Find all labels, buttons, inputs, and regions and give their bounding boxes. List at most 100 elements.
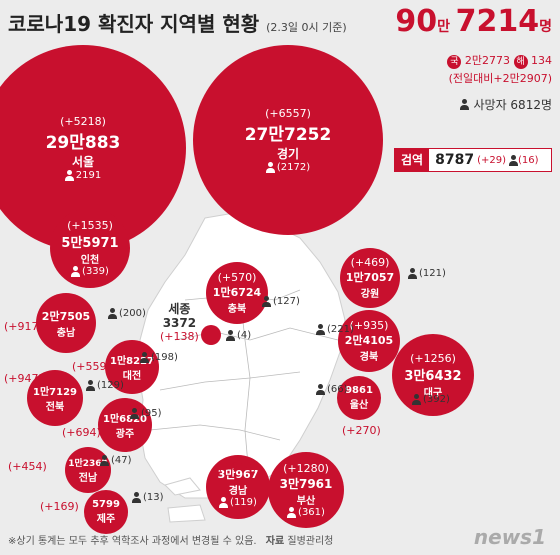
deaths-sejong-ext: (4) xyxy=(226,330,251,341)
person-icon xyxy=(226,330,235,341)
delta-gyeongbuk: (+935) xyxy=(349,319,389,332)
deaths-gangwon: (121) xyxy=(419,268,446,279)
person-icon xyxy=(64,170,74,181)
count-ulsan: 9861 xyxy=(345,385,373,396)
person-icon xyxy=(130,408,139,419)
domestic-count: 2만2773 xyxy=(464,54,510,67)
name-jeonbuk: 전북 xyxy=(45,402,65,413)
circle-gyeonggi: (+6557) 27만7252 경기 (2172) xyxy=(193,45,383,235)
name-chungnam: 충남 xyxy=(56,327,76,339)
circle-gyeongnam: 3만967 경남 (119) xyxy=(206,455,270,519)
name-gyeonggi: 경기 xyxy=(276,147,300,161)
footer-source: 질병관리청 xyxy=(287,536,334,547)
total-big: 90 xyxy=(395,4,438,39)
count-gyeongnam: 3만967 xyxy=(217,468,259,481)
total-small-unit: 명 xyxy=(539,19,552,35)
domestic-badge: 국 xyxy=(447,55,462,69)
name-ulsan: 울산 xyxy=(349,400,369,411)
person-icon xyxy=(262,296,271,307)
deaths-gyeongbuk: (221) xyxy=(327,324,354,335)
deaths-total: 사망자 6812명 xyxy=(460,96,552,113)
deaths-busan: (361) xyxy=(298,507,325,518)
deaths-chungnam-ext: (200) xyxy=(108,308,146,319)
person-icon xyxy=(219,497,229,508)
name-gyeongbuk: 경북 xyxy=(359,352,379,363)
quarantine-deaths: (16) xyxy=(517,154,539,166)
name-sejong: 세종 xyxy=(168,302,191,316)
deaths-chungbuk: (127) xyxy=(273,296,300,307)
deaths-gyeongnam: (119) xyxy=(230,497,257,508)
delta-chungnam-ext: (+917) xyxy=(4,320,43,333)
circle-gyeongbuk: (+935) 2만4105 경북 xyxy=(338,310,400,372)
delta-jeju-ext: (+169) xyxy=(40,500,79,513)
name-gwangju: 광주 xyxy=(115,429,135,440)
count-chungnam: 2만7505 xyxy=(41,309,91,323)
delta-gyeongnam-ext: (+910) xyxy=(218,460,257,473)
person-icon xyxy=(100,455,109,466)
circle-jeonnam: 1만2362 전남 xyxy=(65,447,111,493)
count-busan: 3만7961 xyxy=(279,477,333,491)
deaths-incheon: (339) xyxy=(82,266,109,277)
name-busan: 부산 xyxy=(296,496,316,507)
name-jeonnam: 전남 xyxy=(78,473,98,484)
deaths-jeonbuk-ext: (129) xyxy=(86,380,124,391)
deaths-gangwon-ext: (121) xyxy=(408,268,446,279)
sejong-label: 세종 3372 (+138) xyxy=(160,302,199,344)
date-note: (2.3일 0시 기준) xyxy=(266,21,347,34)
daily-increase: (전일대비+2만2907) xyxy=(448,72,552,85)
deaths-total-text: 사망자 6812명 xyxy=(473,98,552,112)
delta-busan: (+1280) xyxy=(283,462,329,475)
deaths-jeonbuk: (129) xyxy=(97,380,124,391)
circle-ulsan: 9861 울산 xyxy=(337,376,381,420)
circle-chungbuk: (+570) 1만6724 충북 xyxy=(206,262,268,324)
circle-sejong xyxy=(201,325,221,345)
title-text: 코로나19 확진자 지역별 현황 xyxy=(8,12,260,36)
deaths-seoul: 2191 xyxy=(75,170,102,181)
name-gyeongnam: 경남 xyxy=(228,486,248,497)
deaths-daegu: (392) xyxy=(423,394,450,405)
news1-logo: news1 xyxy=(473,525,546,549)
deaths-daejeon: (198) xyxy=(151,352,178,363)
person-icon xyxy=(132,492,141,503)
total-cases: 90만 7214명 xyxy=(395,4,552,39)
breakdown-row: 국 2만2773 해 134 xyxy=(447,52,552,69)
count-incheon: 5만5971 xyxy=(61,236,119,251)
footer-source-label: 자료 xyxy=(265,536,285,547)
name-daejeon: 대전 xyxy=(122,371,142,382)
deaths-gwangju-ext: (95) xyxy=(130,408,162,419)
footer-note-text: ※상기 통계는 모두 추후 역학조사 과정에서 변경될 수 있음. xyxy=(8,536,257,547)
circle-incheon: (+1535) 5만5971 인천 (339) xyxy=(50,208,130,288)
delta-gwangju-ext: (+694) xyxy=(62,426,101,439)
delta-ulsan-ext: (+270) xyxy=(342,424,381,437)
deaths-jeonnam-ext: (47) xyxy=(100,455,132,466)
name-chungbuk: 충북 xyxy=(227,304,247,315)
person-icon xyxy=(108,308,117,319)
quarantine-label: 검역 xyxy=(395,149,430,171)
deaths-gyeonggi: (2172) xyxy=(276,162,311,173)
delta-sejong: (+138) xyxy=(160,330,199,343)
page-title: 코로나19 확진자 지역별 현황 (2.3일 0시 기준) xyxy=(8,8,347,37)
person-icon xyxy=(460,99,470,110)
person-icon xyxy=(508,154,518,166)
count-sejong: 3372 xyxy=(162,316,197,330)
delta-jeonbuk-ext: (+947) xyxy=(4,372,43,385)
person-icon xyxy=(408,268,417,279)
delta-incheon: (+1535) xyxy=(67,219,113,232)
count-jeju: 5799 xyxy=(92,499,120,510)
deaths-jeonnam: (47) xyxy=(111,455,132,466)
deaths-chungnam: (200) xyxy=(119,308,146,319)
deaths-daejeon-ext: (198) xyxy=(140,352,178,363)
total-small: 7214 xyxy=(455,4,540,39)
name-incheon: 인천 xyxy=(80,255,100,266)
deaths-busan-row: (361) xyxy=(287,507,325,518)
overseas-count: 134 xyxy=(531,54,552,67)
count-gyeongbuk: 2만4105 xyxy=(344,334,394,347)
name-jeju: 제주 xyxy=(96,514,116,525)
circle-jeonbuk: 1만7129 전북 xyxy=(27,370,83,426)
quarantine-box: 검역 8787 (+29) (16) xyxy=(394,148,552,172)
deaths-daegu-ext: (392) xyxy=(412,394,450,405)
count-gyeonggi: 27만7252 xyxy=(244,125,332,145)
person-icon xyxy=(71,266,81,277)
